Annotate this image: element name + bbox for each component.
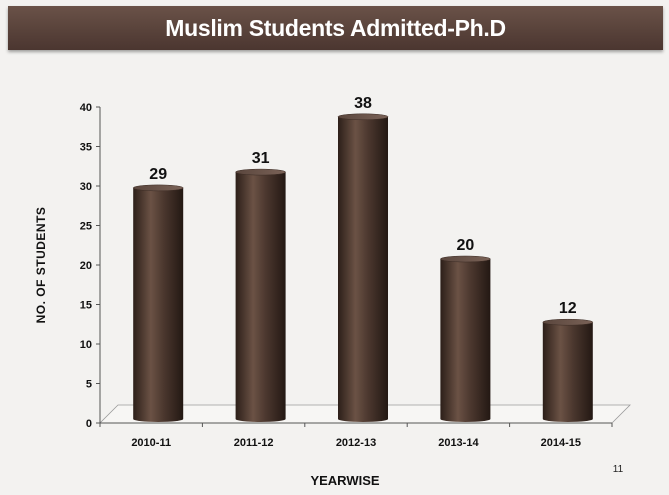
data-label: 12 xyxy=(559,300,577,317)
data-label: 38 xyxy=(354,95,372,112)
y-tick-label: 15 xyxy=(80,300,92,312)
x-tick-label: 2013-14 xyxy=(438,437,479,449)
y-tick-label: 10 xyxy=(80,339,92,351)
bar-top xyxy=(337,113,389,121)
bar xyxy=(235,168,286,422)
bar-top xyxy=(132,184,184,192)
bar-top xyxy=(542,318,594,326)
bar-top xyxy=(440,255,491,263)
bar xyxy=(337,113,389,423)
bar-top xyxy=(235,168,286,176)
bars xyxy=(132,113,594,423)
x-axis-title: YEARWISE xyxy=(310,473,379,488)
bar-body xyxy=(235,172,286,422)
bar xyxy=(132,184,184,422)
x-tick-label: 2011-12 xyxy=(234,437,274,449)
y-tick-label: 25 xyxy=(80,221,92,233)
data-label: 20 xyxy=(457,237,475,254)
title-bar: Muslim Students Admitted-Ph.D xyxy=(8,6,663,50)
labels: 29 2010-11 31 2011-12 38 2012-13 20 2013-14 12 20… xyxy=(131,95,581,449)
bar-body xyxy=(133,187,184,422)
page-number: 11 xyxy=(613,464,624,475)
y-tick-label: 5 xyxy=(86,379,92,391)
x-tick-label: 2014-15 xyxy=(541,437,581,449)
y-tick-label: 35 xyxy=(80,142,92,154)
data-label: 31 xyxy=(252,150,270,167)
bar xyxy=(440,255,491,422)
y-tick-label: 30 xyxy=(80,181,92,193)
chart-title: Muslim Students Admitted-Ph.D xyxy=(165,14,506,41)
y-tick-label: 20 xyxy=(80,260,92,272)
x-tick-label: 2010-11 xyxy=(131,437,171,449)
y-axis-title: NO. OF STUDENTS xyxy=(34,207,48,324)
x-tick-label: 2012-13 xyxy=(336,437,376,449)
bar-body xyxy=(440,259,491,422)
y-tick-label: 0 xyxy=(86,418,92,430)
bar-body xyxy=(542,322,593,422)
data-label: 29 xyxy=(149,166,167,183)
bar xyxy=(542,318,594,422)
y-tick-label: 40 xyxy=(80,102,92,114)
bar-body xyxy=(338,116,388,423)
